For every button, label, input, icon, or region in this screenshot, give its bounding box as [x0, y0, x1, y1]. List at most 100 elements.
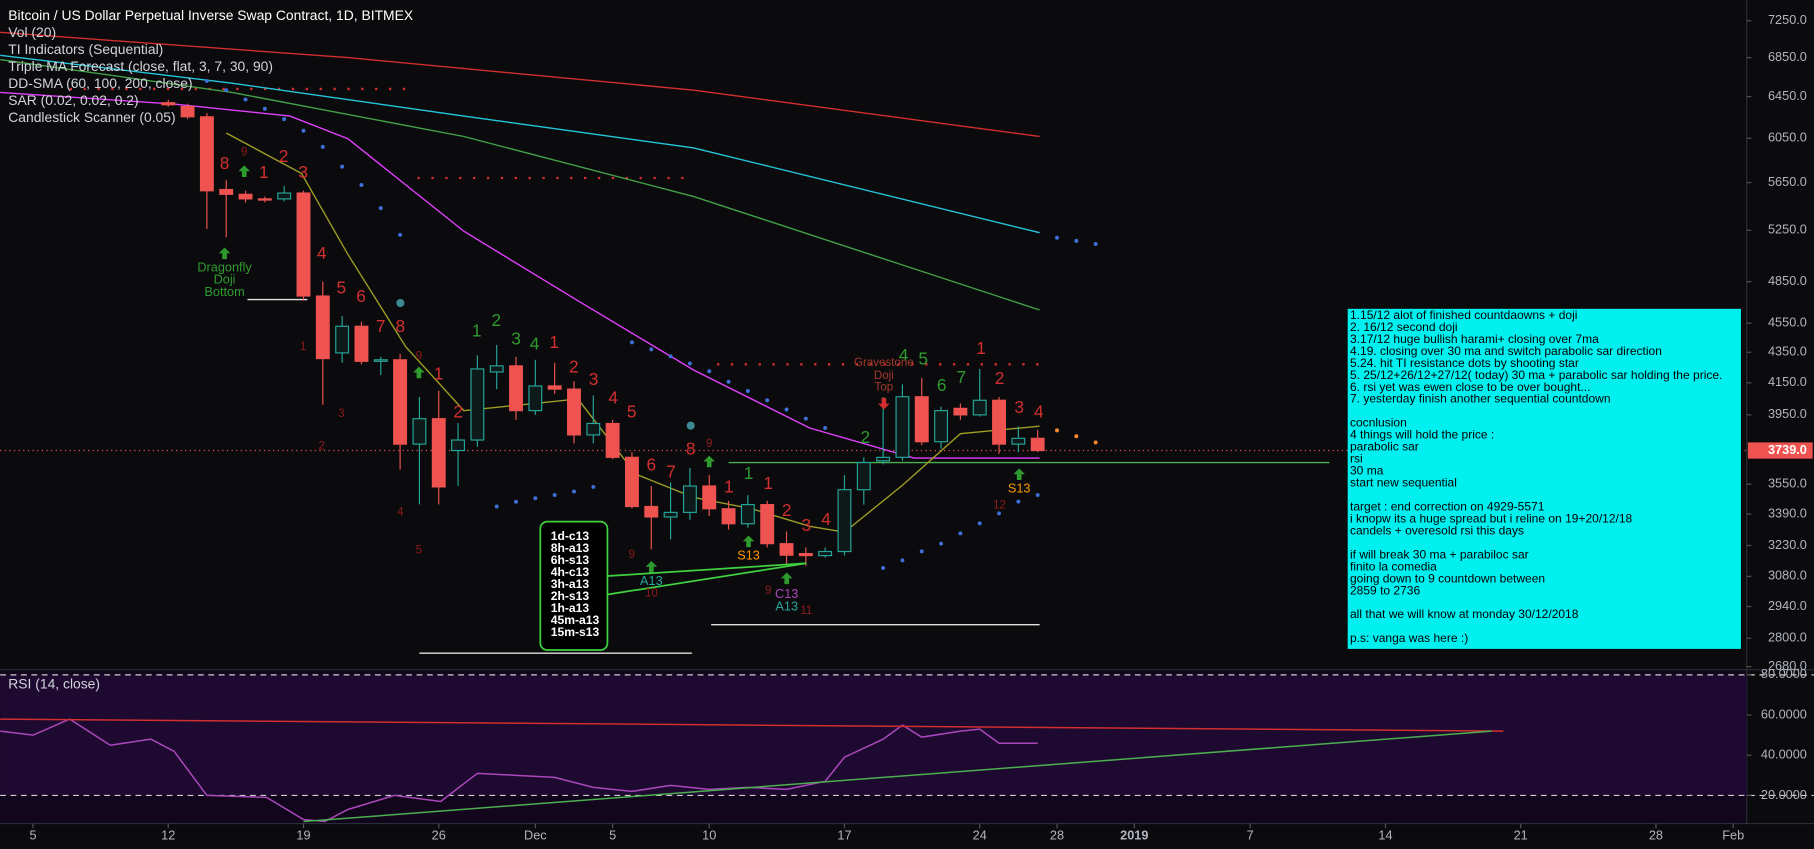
x-tick-label: 28 — [1649, 828, 1663, 843]
text-box-line: rsi — [1350, 452, 1363, 466]
sar-dot — [1074, 238, 1079, 243]
candle-body — [567, 388, 581, 436]
candle-body — [412, 418, 427, 445]
annotation: 4 — [317, 243, 327, 263]
text-box-line: 30 ma — [1350, 464, 1384, 478]
annotation: 5 — [337, 278, 347, 298]
y-tick-label: 7250.0 — [1768, 12, 1807, 27]
annotation: 1 — [434, 363, 444, 383]
rsi-tick-label: 40.0000 — [1761, 747, 1807, 762]
annotation: 2 — [319, 441, 325, 453]
annotation: 1 — [472, 321, 482, 341]
legend-entry: DD-SMA (60, 100, 200, close) — [8, 75, 192, 91]
back-layer — [0, 31, 1814, 797]
annotation: 7 — [957, 367, 967, 387]
scanner-arrow — [1013, 468, 1025, 481]
sar-dot — [649, 347, 654, 352]
annotation: 2 — [782, 500, 792, 520]
sar-dot — [494, 504, 499, 509]
x-tick-label: 26 — [432, 828, 446, 843]
x-tick-label: 21 — [1514, 828, 1528, 843]
note-line: 2h-s13 — [551, 589, 590, 603]
candle-body — [624, 456, 639, 508]
sar-dot — [629, 340, 634, 345]
x-tick-label: 14 — [1378, 828, 1392, 843]
last-price-label: 3739.0 — [1768, 442, 1807, 457]
x-tick-label: 24 — [973, 828, 987, 843]
candle-body — [895, 396, 910, 458]
text-box-line: 1.15/12 alot of finished countdaowns + d… — [1350, 308, 1577, 322]
text-box-line: 2. 16/12 second doji — [1350, 320, 1458, 334]
y-tick-label: 2940.0 — [1768, 598, 1807, 613]
sar-dot — [745, 389, 750, 393]
text-box-line: finito la comedia — [1350, 559, 1437, 573]
y-tick-label: 2800.0 — [1768, 630, 1807, 645]
sar-dot — [301, 128, 306, 133]
text-box-line: i knopw its a huge spread but i reline o… — [1350, 511, 1633, 525]
sar-dot — [591, 484, 596, 489]
x-tick-label: 7 — [1247, 828, 1254, 843]
sar-dot — [823, 426, 828, 430]
x-tick-label: 2019 — [1120, 828, 1148, 843]
y-tick-label: 3230.0 — [1768, 537, 1807, 552]
note-line: 1h-a13 — [551, 601, 590, 615]
scanner-arrow — [218, 247, 231, 260]
sar-dot — [572, 489, 576, 494]
x-tick-label: 17 — [837, 828, 851, 843]
last-price-tag — [1747, 442, 1813, 459]
candle-body — [663, 511, 678, 518]
text-box-line: 5. 25/12+26/12+27/12( today) 30 ma + par… — [1350, 368, 1722, 382]
annotation: 2 — [279, 146, 289, 166]
text-box-line: 6. rsi yet was ewen close to be over bou… — [1350, 380, 1590, 394]
sar-dot — [765, 398, 770, 403]
sar-dot — [726, 379, 731, 384]
rsi-trendline — [303, 730, 1492, 823]
annotation: 9 — [416, 350, 422, 362]
x-tick-label: 28 — [1050, 828, 1064, 843]
candle-body — [702, 485, 717, 510]
rsi-trendline — [0, 718, 1504, 732]
annotation: 3 — [1014, 397, 1024, 417]
text-box-line: candels + overesold rsi this days — [1350, 523, 1524, 537]
candle-body — [856, 462, 871, 491]
annotation: 2 — [861, 427, 871, 447]
scanner-arrow — [878, 397, 890, 410]
forecast-dot — [1093, 440, 1098, 445]
annotation: 4 — [821, 509, 831, 529]
annotation: 3 — [802, 515, 812, 535]
sar-dot — [552, 493, 557, 498]
y-tick-label: 3080.0 — [1768, 568, 1807, 583]
annotation: Gravestone — [854, 357, 914, 369]
annotation: 6 — [647, 455, 657, 475]
annotation: 9 — [765, 585, 771, 597]
annotation: 1 — [763, 473, 773, 493]
text-box-line: 7. yesterday finish another sequential c… — [1350, 392, 1611, 406]
annotation: S13 — [1008, 481, 1031, 496]
annotation: 4 — [1034, 402, 1044, 422]
sar-dot — [243, 97, 248, 102]
candle-body — [277, 192, 292, 200]
rsi-tick-label: 60.0000 — [1761, 706, 1807, 721]
candle-body — [199, 116, 214, 192]
text-box-line: p.s: vanga was here :) — [1350, 631, 1468, 645]
annotation: 11 — [800, 605, 812, 617]
annotation: 1 — [744, 463, 754, 483]
text-box-line: cocnlusion — [1350, 416, 1407, 430]
candle-body — [547, 385, 562, 390]
y-tick-label: 4550.0 — [1768, 314, 1807, 329]
note-line: 1d-c13 — [551, 529, 590, 543]
y-tick-label: 6850.0 — [1768, 49, 1807, 64]
text-box-line: 5.24. hit TI resistance dots by shooting… — [1350, 356, 1579, 370]
annotation: A13 — [775, 599, 798, 614]
annotation: 3 — [589, 369, 599, 389]
annotation: 1 — [724, 477, 734, 497]
candle-body — [257, 198, 272, 201]
note-line: 8h-a13 — [551, 541, 590, 555]
note-line: 6h-s13 — [551, 553, 590, 567]
x-tick-label: 5 — [29, 828, 36, 843]
note-line: 45m-a13 — [551, 613, 600, 627]
sar-dot — [282, 117, 287, 122]
candle-body — [1011, 437, 1026, 445]
text-box-line: going down to 9 countdown between — [1350, 571, 1545, 585]
annotation: 4 — [899, 345, 909, 365]
